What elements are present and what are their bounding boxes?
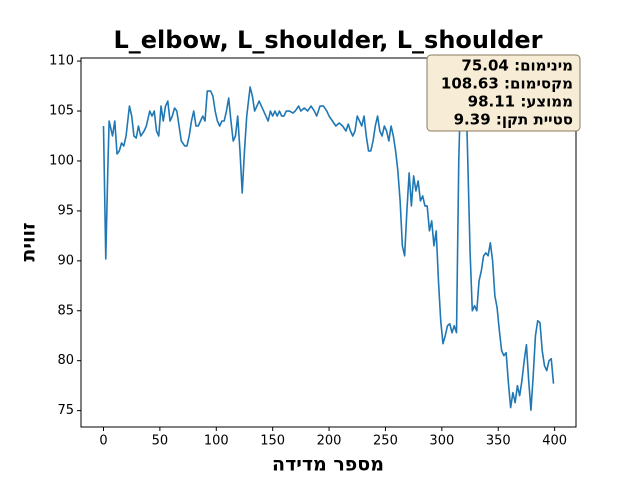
x-tick-label: 250 bbox=[373, 434, 398, 449]
y-tick-label: 75 bbox=[57, 403, 74, 418]
x-tick-label: 100 bbox=[204, 434, 229, 449]
stats-box bbox=[426, 54, 581, 132]
stats-text: מקסימום: 108.63 bbox=[441, 75, 573, 93]
stats-text: סטיית תקן: 9.39 bbox=[454, 111, 573, 129]
stats-text: מינימום: 75.04 bbox=[461, 57, 573, 75]
y-tick-label: 90 bbox=[57, 253, 74, 268]
y-tick-label: 80 bbox=[57, 353, 74, 368]
plot-frame bbox=[80, 57, 577, 428]
data-line bbox=[102, 73, 555, 412]
x-tick-label: 200 bbox=[317, 434, 342, 449]
y-tick-label: 110 bbox=[49, 54, 74, 69]
y-tick-label: 105 bbox=[49, 104, 74, 119]
x-tick-label: 350 bbox=[486, 434, 511, 449]
x-axis-label: מספר מדידה bbox=[272, 454, 384, 476]
x-tick-label: 50 bbox=[152, 434, 169, 449]
y-tick-label: 100 bbox=[49, 153, 74, 168]
x-tick-label: 400 bbox=[542, 434, 567, 449]
x-tick-label: 0 bbox=[99, 434, 107, 449]
x-tick-label: 300 bbox=[429, 434, 454, 449]
y-axis-label: זווית bbox=[18, 222, 40, 261]
x-tick-label: 150 bbox=[260, 434, 285, 449]
y-tick-label: 95 bbox=[57, 203, 74, 218]
chart-title: L_elbow, L_shoulder, L_shoulder bbox=[113, 26, 542, 54]
stats-text: ממוצע: 98.11 bbox=[468, 93, 573, 111]
y-tick-label: 85 bbox=[57, 303, 74, 318]
